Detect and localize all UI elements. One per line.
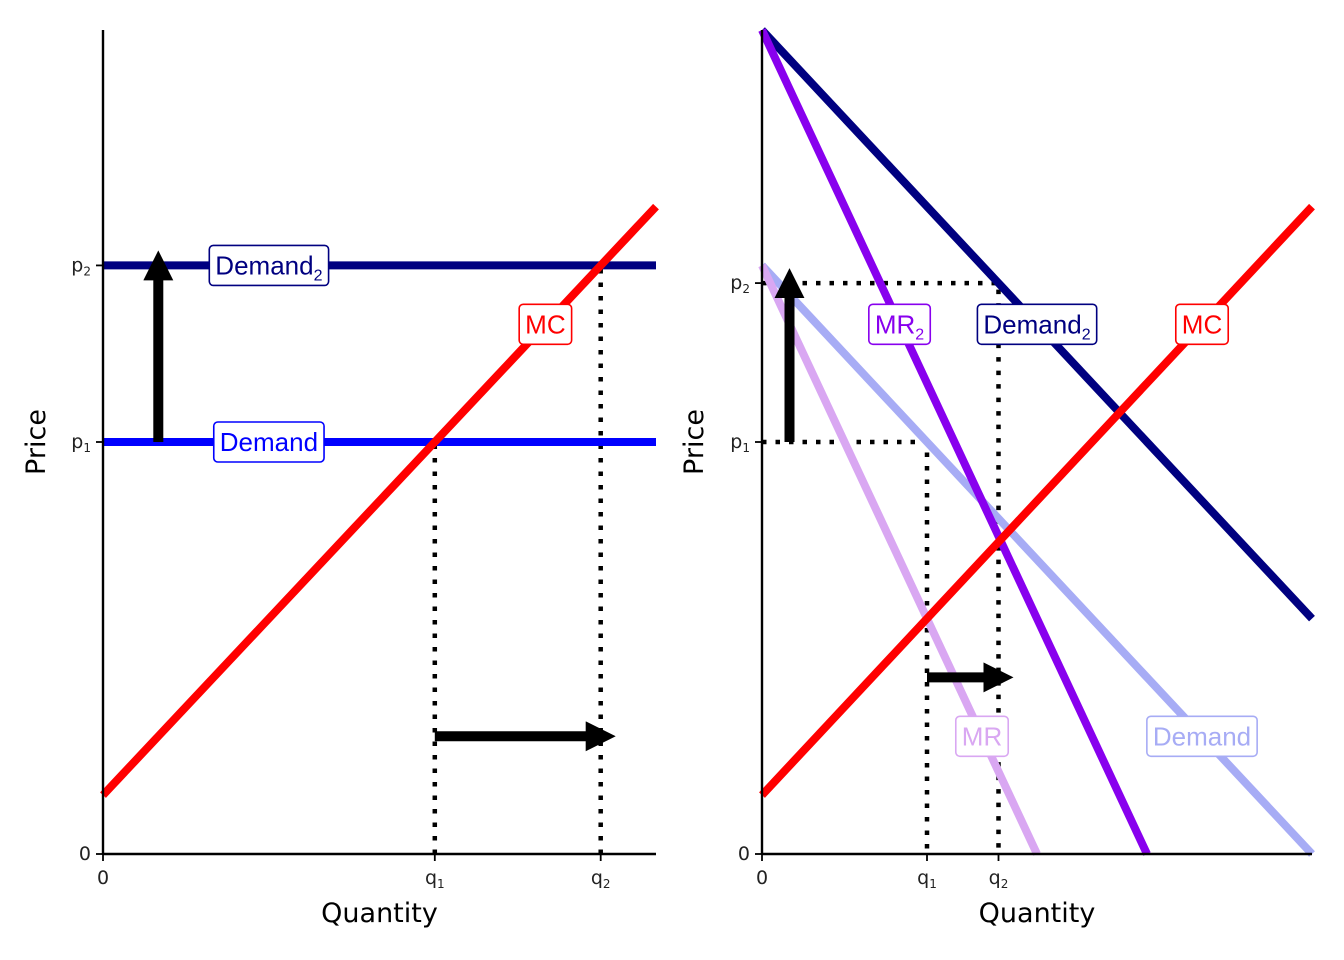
x-axis-title: Quantity bbox=[979, 898, 1096, 929]
x-tick-label: q2 bbox=[591, 867, 611, 891]
y-axis-title: Price bbox=[21, 409, 52, 475]
x-tick-label: 0 bbox=[756, 867, 768, 889]
svg-text:MC: MC bbox=[1182, 309, 1222, 339]
x-tick-label: q1 bbox=[425, 867, 445, 891]
panel-right: 0 q1 q2 0 p1 p2 Quantity Price Demand MR Demand2 MR… bbox=[679, 27, 1315, 929]
y-tick-label: p2 bbox=[730, 272, 750, 296]
svg-text:Demand2: Demand2 bbox=[983, 309, 1090, 343]
series-label-demand: Demand bbox=[1146, 715, 1258, 758]
series-label-demand: Demand bbox=[212, 421, 325, 463]
guide-line-2 bbox=[762, 280, 1001, 854]
svg-text:Demand2: Demand2 bbox=[215, 250, 322, 284]
series-label-mr-2: MR2 bbox=[868, 303, 932, 346]
y-axis-title: Price bbox=[679, 409, 710, 475]
series-label-mc: MC bbox=[518, 303, 573, 346]
series-line-mc bbox=[100, 203, 659, 798]
y-tick-label: 0 bbox=[738, 843, 750, 865]
series-label-mr: MR bbox=[954, 715, 1010, 758]
svg-text:MC: MC bbox=[525, 309, 565, 339]
y-tick-label: 0 bbox=[79, 843, 91, 865]
svg-text:MR: MR bbox=[962, 721, 1002, 751]
y-tick-label: p1 bbox=[71, 431, 91, 455]
y-tick-label: p2 bbox=[71, 254, 91, 278]
x-tick-label: 0 bbox=[97, 867, 109, 889]
x-axis-title: Quantity bbox=[321, 898, 438, 929]
panel-left: 0 q1 q2 0 p1 p2 Quantity Price Demand Demand2 MC bbox=[21, 30, 659, 929]
series-line-mr bbox=[758, 263, 1041, 856]
svg-text:Demand: Demand bbox=[220, 427, 318, 457]
series-line-mc bbox=[759, 203, 1315, 798]
series-label-mc: MC bbox=[1174, 303, 1230, 346]
series-line-mr-2 bbox=[758, 28, 1151, 856]
series-label-demand-2: Demand2 bbox=[208, 244, 330, 287]
y-tick-label: p1 bbox=[730, 431, 750, 455]
x-tick-label: q1 bbox=[917, 867, 937, 891]
series-label-demand-2: Demand2 bbox=[976, 303, 1098, 346]
series-line-demand bbox=[759, 262, 1315, 857]
x-tick-label: q2 bbox=[989, 867, 1009, 891]
svg-text:Demand: Demand bbox=[1153, 721, 1251, 751]
